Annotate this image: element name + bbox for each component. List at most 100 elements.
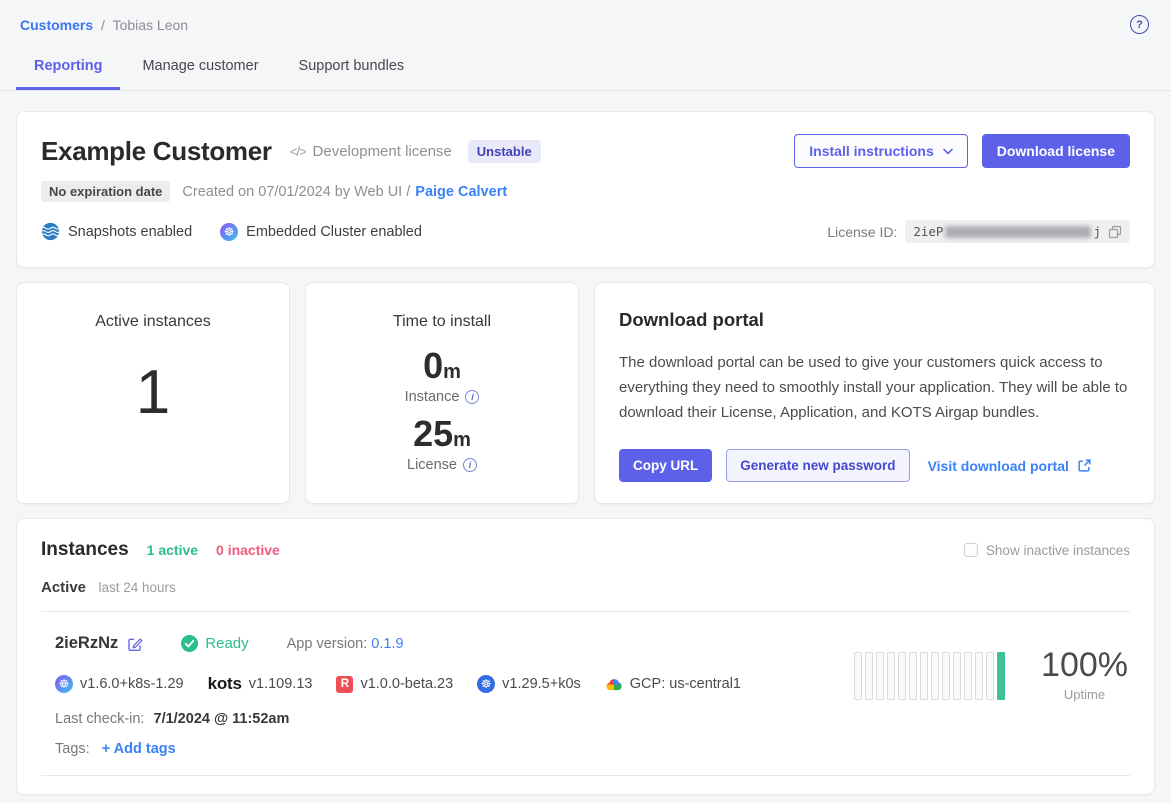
download-portal-card: Download portal The download portal can … — [594, 282, 1155, 504]
tab-manage-customer[interactable]: Manage customer — [142, 58, 259, 74]
instance-status: Ready — [181, 635, 249, 652]
app-version-link[interactable]: 0.1.9 — [371, 635, 404, 652]
divider — [41, 775, 1130, 776]
app-version-label: App version: — [286, 635, 368, 652]
show-inactive-label: Show inactive instances — [985, 542, 1130, 558]
customer-summary-card: Example Customer </> Development license… — [16, 111, 1155, 268]
uptime-bar — [975, 652, 984, 700]
uptime-bar — [986, 652, 995, 700]
license-id-visible-start: 2ieP — [913, 224, 944, 239]
uptime-bar — [964, 652, 973, 700]
version-text: v1.109.13 — [248, 676, 313, 692]
download-portal-title: Download portal — [619, 309, 764, 330]
license-id-label: License ID: — [827, 223, 898, 240]
license-type: </> Development license — [290, 143, 452, 160]
license-id-visible-end: j — [1093, 224, 1101, 239]
version-text: v1.0.0-beta.23 — [360, 676, 454, 692]
kubernetes-icon: ☸ — [477, 675, 496, 693]
active-section-label: Active — [41, 579, 87, 596]
generate-new-password-button[interactable]: Generate new password — [726, 449, 910, 483]
instance-status-label: Ready — [205, 635, 249, 652]
uptime-bar — [942, 652, 951, 700]
uptime-bar — [953, 652, 962, 700]
breadcrumb-current: Tobias Leon — [112, 16, 189, 33]
time-to-install-title: Time to install — [392, 313, 492, 330]
time-to-install-card: Time to install 0m Instance i 25m License i — [305, 282, 579, 504]
kots-logo: kots — [207, 674, 242, 693]
copy-icon[interactable] — [1108, 225, 1122, 239]
expiration-badge: No expiration date — [41, 181, 171, 202]
stats-row: Active instances 1 Time to install 0m Ins… — [16, 282, 1155, 504]
last-checkin-label: Last check-in: — [55, 711, 145, 727]
tab-support-bundles[interactable]: Support bundles — [298, 58, 405, 74]
download-portal-description: The download portal can be used to give … — [619, 354, 1128, 421]
uptime-label: Uptime — [1063, 687, 1106, 702]
instances-title: Instances — [41, 539, 129, 560]
uptime-bars — [854, 652, 1006, 700]
help-icon[interactable]: ? — [1130, 15, 1149, 34]
show-inactive-checkbox[interactable] — [963, 543, 978, 557]
created-text: Created on 07/01/2024 by Web UI / — [182, 183, 411, 200]
download-license-button[interactable]: Download license — [981, 134, 1130, 168]
add-tags-link[interactable]: + Add tags — [101, 741, 176, 757]
uptime-bar — [909, 652, 918, 700]
tags-label: Tags: — [55, 741, 90, 757]
version-text: v1.29.5+k0s — [502, 676, 581, 692]
edit-icon[interactable] — [127, 636, 143, 652]
replicated-icon: R — [336, 675, 354, 693]
info-icon[interactable]: i — [465, 390, 480, 404]
show-inactive-toggle[interactable]: Show inactive instances — [963, 542, 1130, 558]
time-to-install-rows: 0m Instance i 25m License i — [306, 345, 578, 473]
version-text: v1.6.0+k8s-1.29 — [80, 676, 184, 692]
active-section-sublabel: last 24 hours — [98, 580, 176, 595]
uptime-bar — [997, 652, 1006, 700]
tti-value: 0m — [423, 345, 461, 386]
customer-name: Example Customer — [41, 135, 272, 166]
external-link-icon — [1078, 459, 1091, 472]
topbar: Customers / Tobias Leon ? — [0, 0, 1171, 44]
instance-row: 2ieRzNz Ready App version: 0.1.9 ☸ v1. — [41, 612, 1130, 761]
channel-badge: Unstable — [467, 139, 541, 163]
uptime-bar — [876, 652, 885, 700]
version-item: ☸ v1.6.0+k8s-1.29 — [55, 675, 184, 693]
uptime-bar — [854, 652, 863, 700]
divider — [41, 611, 1130, 612]
instances-card: Instances 1 active 0 inactive Show inact… — [16, 518, 1155, 795]
instance-id: 2ieRzNz — [55, 634, 119, 652]
main-content: Example Customer </> Development license… — [0, 91, 1171, 795]
tabs: Reporting Manage customer Support bundles — [0, 48, 1171, 91]
code-icon: </> — [289, 143, 307, 159]
feature-label: Embedded Cluster enabled — [246, 223, 422, 240]
install-instructions-button[interactable]: Install instructions — [794, 134, 968, 168]
visit-download-portal-link[interactable]: Visit download portal — [928, 458, 1092, 474]
tab-reporting[interactable]: Reporting — [16, 48, 121, 90]
embedded-cluster-icon: ☸ — [55, 675, 73, 693]
tti-label: Instance — [404, 389, 460, 405]
tti-label: License — [407, 457, 457, 473]
uptime-bar — [865, 652, 874, 700]
copy-url-button[interactable]: Copy URL — [619, 449, 713, 483]
info-icon[interactable]: i — [462, 458, 477, 472]
version-item: GCP: us-central1 — [605, 676, 741, 692]
active-instances-title: Active instances — [95, 313, 211, 330]
uptime-widget: 100% Uptime — [854, 646, 1128, 702]
tti-value: 25m — [413, 413, 471, 454]
install-instructions-label: Install instructions — [809, 143, 934, 159]
version-item: ☸ v1.29.5+k0s — [477, 675, 581, 693]
embedded-cluster-icon: ☸ — [220, 222, 239, 241]
uptime-bar — [920, 652, 929, 700]
license-id: License ID: 2ieP j — [827, 220, 1130, 243]
breadcrumb: Customers / Tobias Leon — [20, 17, 188, 33]
visit-download-portal-label: Visit download portal — [927, 457, 1069, 474]
breadcrumb-separator: / — [101, 16, 105, 33]
breadcrumb-customers-link[interactable]: Customers — [20, 16, 94, 33]
snapshots-icon — [41, 222, 60, 241]
uptime-value: 100% — [1041, 646, 1128, 684]
check-circle-icon — [181, 635, 199, 652]
feature-item: ☸ Embedded Cluster enabled — [220, 222, 422, 241]
uptime-bar — [887, 652, 896, 700]
created-by-link[interactable]: Paige Calvert — [415, 183, 508, 200]
feature-list: Snapshots enabled ☸ Embedded Cluster enabl… — [41, 222, 422, 241]
